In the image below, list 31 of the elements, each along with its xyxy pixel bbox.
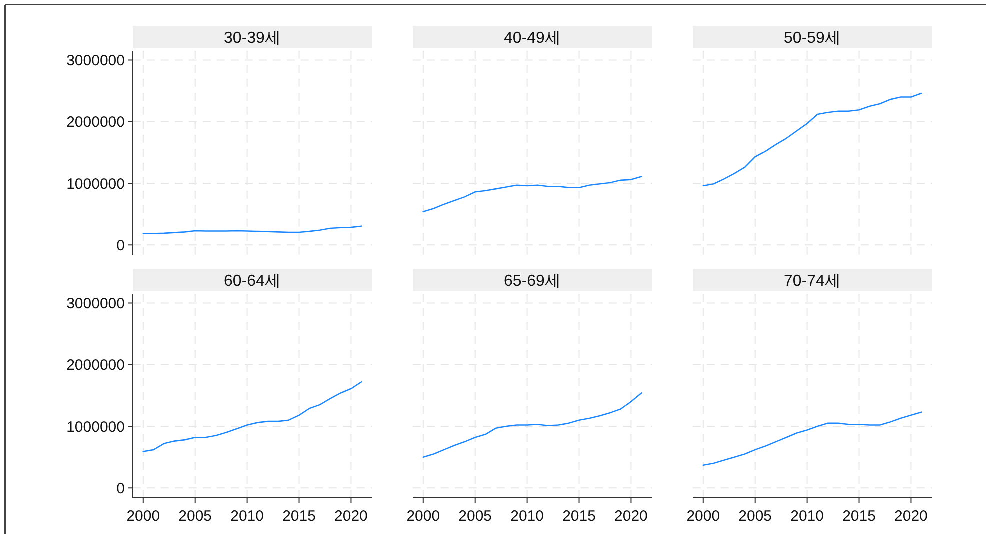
chart-title: 30-39세 xyxy=(224,30,281,47)
x-tick-label: 2005 xyxy=(178,508,212,525)
line-series xyxy=(142,381,362,452)
x-tick-label: 2020 xyxy=(614,508,648,525)
x-tick-label: 2015 xyxy=(842,508,876,525)
y-tick-label: 2000000 xyxy=(66,114,125,132)
chart-title: 40-49세 xyxy=(504,30,561,47)
x-tick-label: 2005 xyxy=(458,508,492,525)
x-tick-label: 2000 xyxy=(406,508,440,525)
line-series xyxy=(142,226,362,234)
x-tick-label: 2010 xyxy=(790,508,824,525)
chart-title: 50-59세 xyxy=(784,30,841,47)
y-tick-label: 3000000 xyxy=(66,295,125,312)
y-tick-label: 0 xyxy=(116,237,125,254)
y-tick-label: 3000000 xyxy=(66,52,125,70)
x-tick-label: 2000 xyxy=(686,508,720,525)
chart-title: 60-64세 xyxy=(224,273,281,290)
y-tick-label: 0 xyxy=(116,480,125,498)
y-tick-label: 1000000 xyxy=(66,176,125,193)
x-tick-label: 2020 xyxy=(894,508,928,525)
chart-title: 70-74세 xyxy=(784,273,841,290)
x-tick-label: 2005 xyxy=(738,508,772,525)
y-tick-label: 1000000 xyxy=(66,418,125,436)
x-tick-label: 2020 xyxy=(334,508,368,525)
x-tick-label: 2000 xyxy=(126,508,160,525)
chart-title: 65-69세 xyxy=(504,273,561,290)
y-tick-label: 2000000 xyxy=(66,357,125,374)
x-tick-label: 2010 xyxy=(510,508,544,525)
x-tick-label: 2015 xyxy=(282,508,316,525)
x-tick-label: 2015 xyxy=(562,508,596,525)
x-tick-label: 2010 xyxy=(230,508,264,525)
